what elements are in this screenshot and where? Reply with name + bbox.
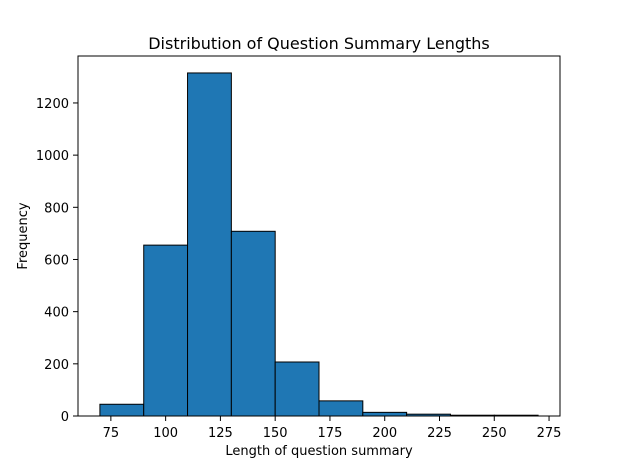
- bars-group: [99, 72, 539, 417]
- histogram-bar-2: [187, 72, 232, 417]
- x-tick-label-175: 175: [318, 426, 343, 441]
- y-tick-label-400: 400: [44, 306, 69, 321]
- y-tick-label-1000: 1000: [36, 149, 69, 164]
- x-axis: 75 100 125 150 175 200 225 250 275: [103, 416, 562, 441]
- x-tick-label-250: 250: [482, 426, 507, 441]
- x-tick-label-275: 275: [537, 426, 562, 441]
- x-tick-label-125: 125: [208, 426, 233, 441]
- histogram-bar-1: [143, 244, 189, 417]
- histogram-bar-3: [230, 230, 276, 417]
- x-axis-label: Length of question summary: [225, 444, 413, 459]
- y-tick-label-200: 200: [44, 358, 69, 373]
- histogram-bar-4: [274, 361, 320, 417]
- y-tick-label-600: 600: [44, 253, 69, 268]
- histogram-bar-5: [318, 400, 364, 417]
- x-tick-label-100: 100: [153, 426, 178, 441]
- y-tick-label-1200: 1200: [36, 97, 69, 112]
- x-tick-label-225: 225: [427, 426, 452, 441]
- plot-frame: [77, 55, 561, 417]
- histogram-bar-6: [362, 411, 408, 417]
- chart-title: Distribution of Question Summary Lengths: [148, 34, 490, 53]
- y-axis: 0 200 400 600 800 1000 1200: [36, 97, 78, 425]
- histogram-bar-0: [99, 403, 145, 417]
- x-tick-label-150: 150: [263, 426, 288, 441]
- x-tick-label-200: 200: [372, 426, 397, 441]
- y-axis-label: Frequency: [16, 202, 31, 269]
- x-tick-label-75: 75: [103, 426, 120, 441]
- y-tick-label-0: 0: [61, 410, 69, 425]
- y-tick-label-800: 800: [44, 201, 69, 216]
